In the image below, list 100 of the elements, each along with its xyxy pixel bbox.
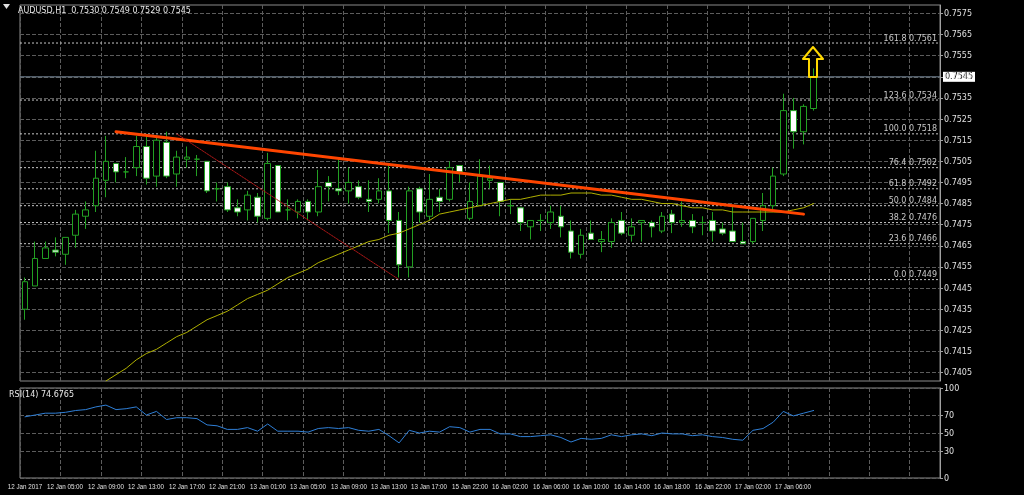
candlestick — [173, 150, 180, 188]
candlestick — [800, 103, 807, 145]
x-tick-label: 12 Jan 05:00 — [47, 482, 84, 491]
candlestick — [194, 154, 200, 177]
ref-line-label: 50.0 0.7484 — [888, 196, 937, 206]
candlestick — [355, 179, 362, 200]
y-tick-label: 0 — [944, 473, 950, 483]
candlestick — [396, 211, 402, 278]
y-tick-label: 0.7495 — [944, 177, 972, 187]
x-tick-label: 13 Jan 09:00 — [330, 482, 367, 491]
candlestick — [568, 219, 574, 259]
y-tick-label: 0.7415 — [944, 346, 972, 356]
y-tick-label: 0.7455 — [944, 262, 972, 272]
y-tick-label: 100 — [944, 383, 960, 393]
x-tick-label: 15 Jan 22:00 — [451, 482, 488, 491]
x-tick-label: 13 Jan 05:00 — [290, 482, 327, 491]
x-tick-label: 13 Jan 01:00 — [249, 482, 286, 491]
candlestick — [32, 241, 38, 287]
candlestick — [62, 236, 69, 266]
candlestick — [366, 179, 372, 213]
y-tick-label: 50 — [944, 428, 955, 438]
ref-line-label: 161.8 0.7561 — [883, 33, 937, 43]
y-tick-label: 0.7465 — [944, 241, 972, 251]
candlestick — [72, 209, 79, 249]
y-tick-label: 0.7575 — [944, 8, 972, 18]
chart-title: RSI(14) 74.6765 — [9, 389, 75, 399]
x-tick-label: 16 Jan 14:00 — [613, 482, 650, 491]
candlestick — [497, 181, 504, 217]
candlestick — [729, 205, 736, 243]
ref-line-label: 38.2 0.7476 — [888, 213, 937, 223]
candlestick — [537, 213, 544, 232]
candlestick — [679, 200, 685, 228]
candlestick — [325, 175, 332, 202]
candlestick — [527, 219, 534, 240]
candlestick — [163, 131, 170, 179]
candlestick — [790, 97, 797, 150]
candlestick — [810, 67, 817, 112]
candlestick — [22, 276, 28, 321]
y-tick-label: 0.7565 — [944, 30, 972, 40]
candlestick — [133, 135, 140, 177]
y-tick-label: 30 — [944, 446, 955, 456]
x-tick-label: 16 Jan 18:00 — [654, 482, 691, 491]
x-tick-label: 13 Jan 13:00 — [370, 482, 408, 491]
candlestick — [376, 177, 382, 205]
x-tick-label: 16 Jan 10:00 — [573, 482, 610, 491]
y-tick-label: 0.7525 — [944, 114, 972, 124]
x-tick-label: 12 Jan 2017 — [7, 482, 43, 491]
candlestick — [285, 198, 291, 221]
candlestick — [204, 160, 210, 194]
candlestick — [275, 165, 281, 213]
y-tick-label: 0.7555 — [944, 51, 972, 61]
candlestick — [608, 217, 615, 249]
y-tick-label: 0.7485 — [944, 199, 972, 209]
candlestick — [93, 150, 99, 213]
candlestick — [305, 198, 311, 221]
candlestick — [345, 167, 352, 205]
candlestick — [618, 211, 625, 236]
candlestick — [740, 222, 746, 245]
ref-line-label: 123.6 0.7534 — [883, 90, 937, 100]
ref-line-label: 100.0 0.7518 — [883, 124, 937, 134]
candlestick — [406, 186, 413, 278]
candlestick — [558, 205, 564, 238]
ref-line-label: 0.0 0.7449 — [893, 270, 937, 280]
candlestick — [719, 222, 726, 236]
candlestick — [184, 146, 190, 169]
candlestick — [436, 188, 443, 213]
candlestick — [517, 207, 524, 232]
x-tick-label: 17 Jan 06:00 — [775, 482, 812, 491]
candlestick — [588, 219, 594, 240]
candlestick — [426, 173, 433, 221]
ref-line-label: 61.8 0.7492 — [888, 179, 937, 189]
candlestick — [669, 209, 675, 234]
y-tick-label: 0.7515 — [944, 135, 972, 145]
y-tick-label: 0.7405 — [944, 368, 972, 378]
y-tick-label: 0.7445 — [944, 283, 972, 293]
candlestick — [123, 156, 129, 179]
candlestick — [709, 211, 716, 243]
x-tick-label: 17 Jan 02:00 — [734, 482, 771, 491]
y-tick-label: 0.7435 — [944, 304, 972, 314]
candlestick — [467, 181, 473, 221]
candlestick — [689, 213, 696, 234]
y-tick-label: 0.7535 — [944, 93, 972, 103]
line-series — [105, 192, 815, 382]
candlestick — [416, 186, 423, 224]
candlestick — [547, 205, 554, 230]
x-tick-label: 16 Jan 02:00 — [492, 482, 529, 491]
candlestick — [750, 217, 756, 245]
candlestick — [153, 135, 160, 188]
candlestick — [780, 93, 787, 177]
candlestick — [446, 160, 453, 202]
y-tick-label: 0.7475 — [944, 220, 972, 230]
candlestick — [507, 198, 514, 215]
x-tick-label: 12 Jan 13:00 — [128, 482, 165, 491]
x-tick-label: 12 Jan 17:00 — [168, 482, 205, 491]
x-tick-label: 16 Jan 22:00 — [694, 482, 731, 491]
candlestick — [52, 236, 59, 257]
y-tick-label: 0.7425 — [944, 325, 972, 335]
line-series — [24, 404, 815, 444]
y-tick-label: 70 — [944, 410, 955, 420]
x-tick-label: 12 Jan 21:00 — [209, 482, 246, 491]
